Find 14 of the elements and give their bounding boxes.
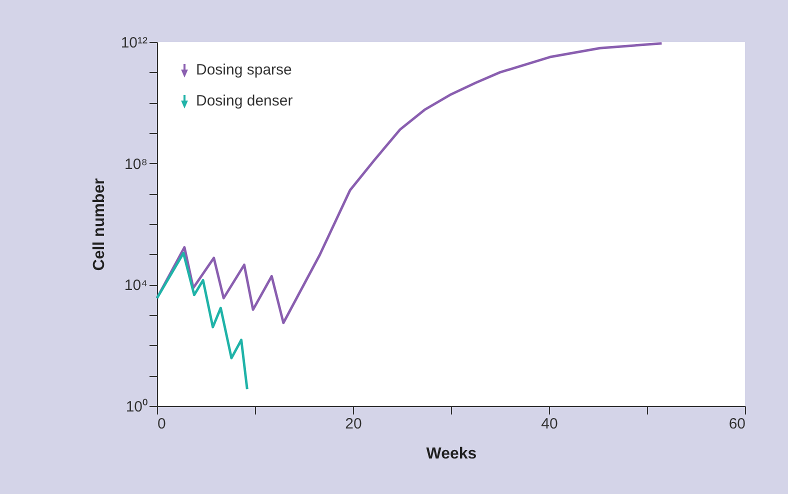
legend-label: Dosing sparse [196, 62, 292, 78]
x-tick-label: 60 [728, 416, 746, 432]
y-tick-label: 10⁸ [124, 156, 148, 173]
x-tick-label: 20 [345, 416, 362, 432]
x-tick-label: 40 [541, 416, 558, 432]
x-axis-title: Weeks [426, 446, 477, 462]
y-tick-label: 10⁴ [124, 277, 148, 294]
line-series [156, 252, 248, 390]
y-tick-label: 10⁰ [126, 398, 148, 416]
legend-label: Dosing denser [196, 92, 293, 110]
y-tick-label: 10¹² [120, 34, 148, 52]
line-series [156, 42, 663, 324]
y-axis-title: Cell number [90, 178, 108, 271]
x-tick-label: 0 [158, 416, 166, 432]
